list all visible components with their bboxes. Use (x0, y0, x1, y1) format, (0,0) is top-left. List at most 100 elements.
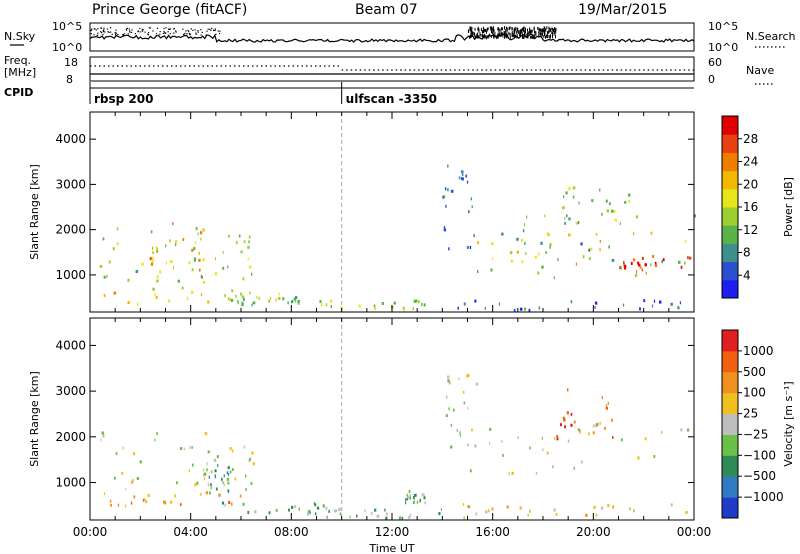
data-cell (214, 475, 217, 479)
nsearch-point (531, 35, 533, 39)
data-cell (338, 508, 341, 511)
nsearch-point (476, 33, 478, 37)
data-cell (577, 221, 580, 225)
colorbar-segment (722, 225, 738, 244)
nsearch-point (189, 33, 192, 35)
data-cell (191, 463, 194, 467)
data-cell (567, 439, 570, 443)
nsearch-point (504, 32, 506, 36)
nsearch-point (498, 27, 499, 31)
data-cell (595, 232, 598, 236)
nsearch-point (114, 31, 116, 34)
data-cell (538, 252, 540, 256)
nsearch-point (215, 33, 217, 35)
nsearch-point (148, 32, 150, 34)
nsearch-point (529, 30, 531, 34)
nsky-panel (89, 22, 695, 52)
data-cell (685, 240, 687, 244)
data-cell (325, 303, 328, 307)
data-cell (601, 396, 603, 400)
nsearch-point (506, 29, 508, 33)
nsearch-point (100, 31, 102, 33)
data-cell (619, 222, 621, 226)
nsearch-point (533, 27, 535, 31)
data-cell (501, 232, 504, 236)
nsearch-point (102, 30, 104, 32)
colorbar-segment (722, 188, 738, 208)
data-cell (248, 265, 252, 269)
data-cell (325, 506, 328, 510)
nsearch-point (493, 35, 495, 39)
data-cell (579, 428, 581, 432)
data-cell (637, 456, 640, 460)
nsearch-point (201, 31, 203, 33)
data-cell (468, 210, 470, 214)
data-cell (589, 247, 593, 251)
data-cell (544, 214, 546, 218)
data-cell (573, 420, 576, 424)
data-cell (385, 512, 388, 516)
data-cell (421, 302, 423, 306)
nsearch-point (155, 35, 157, 37)
data-cell (570, 423, 573, 427)
data-cell (240, 250, 243, 254)
nave-label: Nave (746, 64, 774, 77)
data-cell (223, 483, 225, 487)
data-cell (560, 423, 562, 427)
data-cell (628, 193, 631, 197)
nsearch-point (527, 32, 529, 36)
nsearch-point (90, 29, 92, 32)
data-cell (231, 449, 234, 453)
data-cell (608, 202, 611, 206)
nsearch-point (197, 30, 199, 32)
data-cell (135, 270, 139, 273)
nsearch-point (192, 29, 194, 31)
data-cell (442, 195, 446, 199)
y-axis-label: Slant Range [km] (28, 371, 41, 467)
data-cell (188, 469, 190, 473)
data-cell (599, 421, 601, 425)
nsearch-point (139, 31, 141, 33)
data-cell (490, 268, 493, 272)
data-cell (231, 298, 234, 302)
data-cell (652, 304, 654, 308)
nsearch-point (470, 29, 472, 33)
nsearch-point (530, 29, 532, 33)
nsearch-point (494, 31, 496, 35)
data-cell (619, 266, 622, 270)
data-cell (639, 307, 641, 311)
data-cell (568, 233, 571, 237)
data-cell (534, 255, 537, 259)
colorbar-segment (722, 413, 738, 435)
data-cell (622, 303, 625, 307)
nsearch-point (533, 35, 534, 39)
nsearch-point (197, 31, 199, 33)
data-cell (556, 437, 559, 441)
nsearch-point (169, 33, 171, 35)
nsearch-point (97, 28, 99, 30)
data-cell (154, 438, 156, 442)
nsearch-point (548, 26, 550, 30)
data-cell (643, 299, 646, 303)
data-cell (460, 170, 464, 174)
data-cell (319, 300, 322, 303)
x-tick-label: 20:00 (576, 525, 611, 539)
nsearch-point (534, 33, 536, 37)
data-cell (541, 265, 544, 269)
data-cell (112, 247, 115, 251)
data-cell (189, 446, 191, 449)
nsearch-point (111, 33, 113, 35)
nsearch-point (512, 34, 514, 38)
data-cell (314, 503, 317, 507)
nsearch-point (543, 29, 545, 33)
data-cell (268, 511, 271, 515)
nsearch-point (165, 32, 167, 34)
data-cell (526, 215, 528, 219)
nsearch-point (547, 32, 549, 36)
data-cell (198, 251, 201, 255)
nsearch-point (555, 30, 557, 34)
data-cell (599, 248, 601, 252)
data-cell (229, 447, 232, 451)
data-cell (635, 215, 638, 219)
nsearch-point (527, 28, 528, 32)
